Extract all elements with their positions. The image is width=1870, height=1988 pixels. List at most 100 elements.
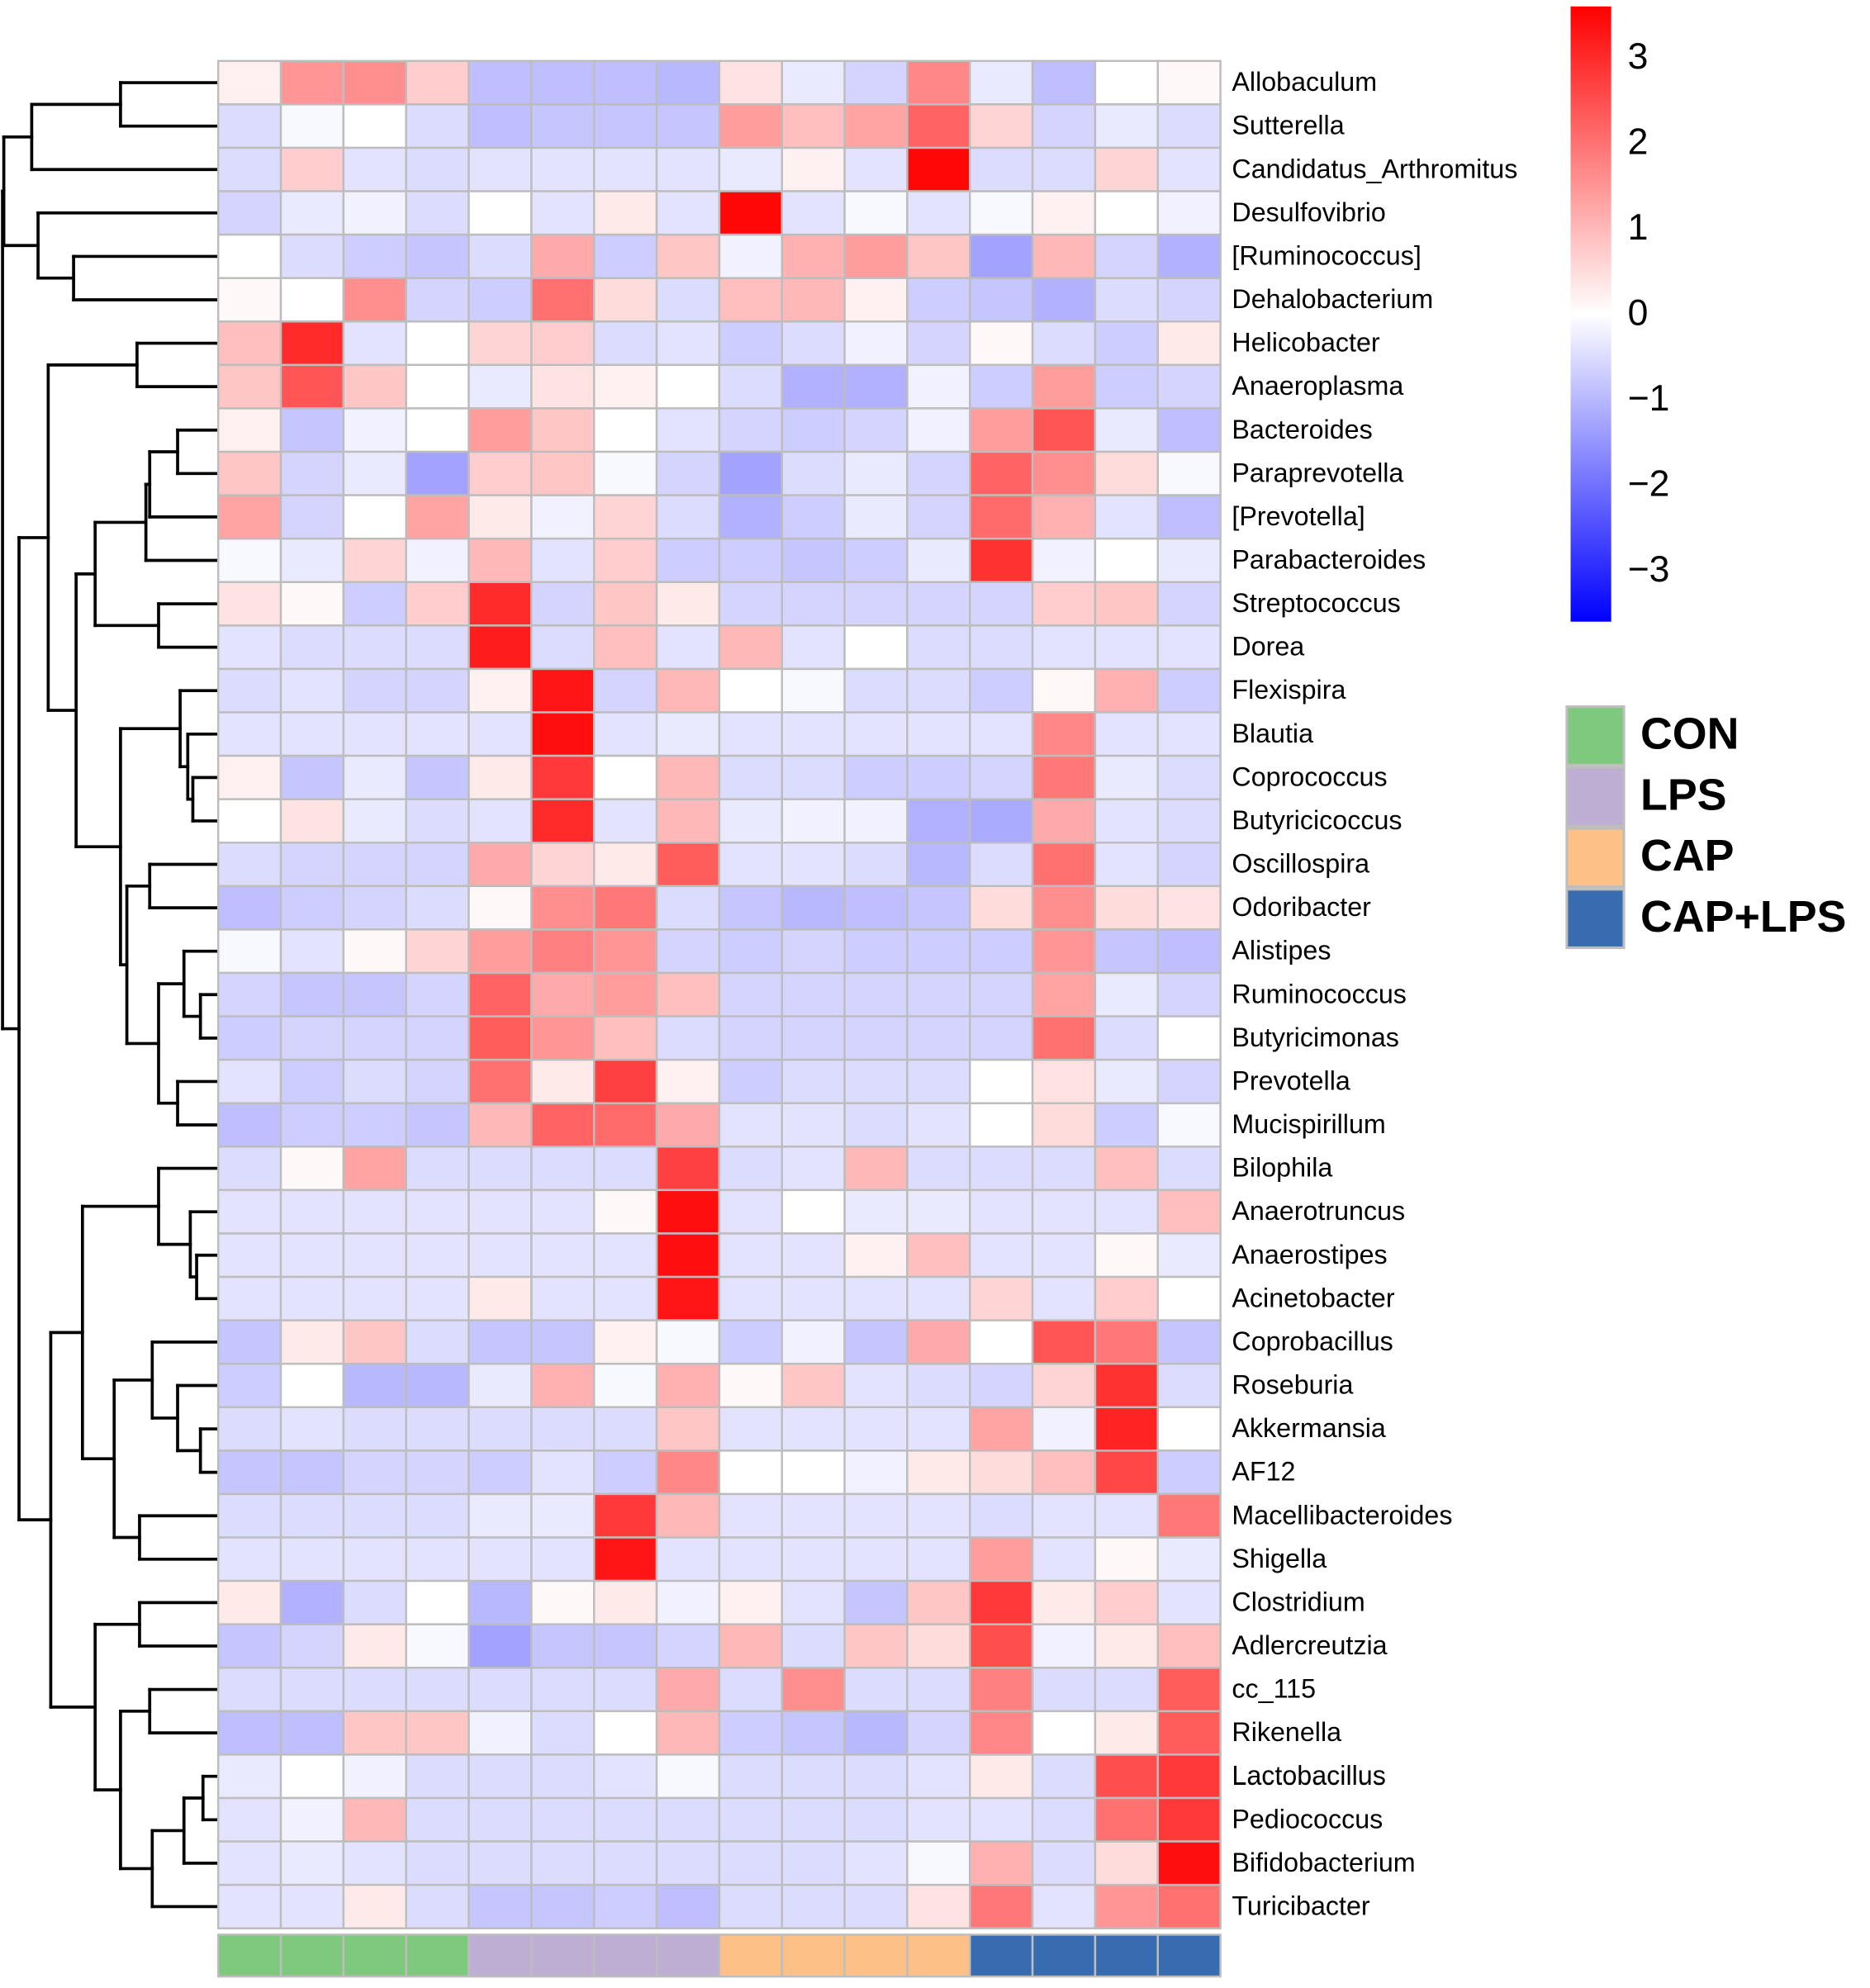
heatmap-cell <box>718 103 783 149</box>
heatmap-cell <box>843 1667 909 1713</box>
heatmap-cell <box>530 1102 596 1148</box>
heatmap-cell <box>530 1623 596 1669</box>
heatmap-cell <box>405 537 470 583</box>
annotation-cell <box>1156 1933 1222 1978</box>
heatmap-cell <box>718 798 783 844</box>
heatmap-cell <box>906 1058 971 1104</box>
heatmap-cell <box>1156 971 1222 1018</box>
heatmap-cell <box>1156 667 1222 714</box>
heatmap-cell <box>781 1492 846 1539</box>
heatmap-cell <box>718 1146 783 1192</box>
heatmap-cell <box>216 842 282 888</box>
row-label: cc_115 <box>1232 1674 1316 1704</box>
annotation-cell <box>592 1933 658 1978</box>
heatmap-cell <box>216 1796 282 1843</box>
heatmap-cell <box>781 971 846 1018</box>
heatmap-cell <box>342 1189 407 1235</box>
heatmap-cell <box>592 407 658 453</box>
heatmap-cell <box>468 1102 533 1148</box>
heatmap-cell <box>906 624 971 671</box>
heatmap-cell <box>1156 1232 1222 1279</box>
heatmap-cell <box>216 407 282 453</box>
row-label: Akkermansia <box>1232 1413 1385 1443</box>
heatmap-cell <box>969 450 1034 496</box>
row-label: Bifidobacterium <box>1232 1848 1415 1877</box>
colorbar-tick-label: 3 <box>1628 36 1649 77</box>
heatmap-cell <box>1094 1189 1159 1235</box>
heatmap-cell <box>405 1536 470 1582</box>
heatmap-cell <box>718 1102 783 1148</box>
heatmap-cell <box>279 1536 345 1582</box>
heatmap-cell <box>843 277 909 323</box>
annotation-cell <box>843 1933 909 1978</box>
heatmap-cell <box>1156 103 1222 149</box>
heatmap-cell <box>1156 1492 1222 1539</box>
row-label: Allobaculum <box>1232 67 1377 97</box>
legend-swatch <box>1565 888 1626 949</box>
heatmap-cell <box>1031 1275 1097 1321</box>
heatmap-cell <box>216 277 282 323</box>
heatmap-cell <box>592 277 658 323</box>
heatmap-cell <box>1094 1319 1159 1365</box>
heatmap-cell <box>216 1232 282 1279</box>
heatmap-cell <box>279 1362 345 1409</box>
heatmap-cell <box>906 1319 971 1365</box>
heatmap-cell <box>405 494 470 540</box>
heatmap-cell <box>906 1536 971 1582</box>
colorbar-tick-label: 2 <box>1628 122 1649 163</box>
heatmap-cell <box>216 798 282 844</box>
heatmap-cell <box>530 1232 596 1279</box>
heatmap-cell <box>718 190 783 236</box>
heatmap-cell <box>468 842 533 888</box>
heatmap-cell <box>718 320 783 367</box>
heatmap-cell <box>1094 667 1159 714</box>
heatmap-cell <box>342 146 407 192</box>
heatmap-cell <box>969 363 1034 410</box>
heatmap-cell <box>718 146 783 192</box>
heatmap-cell <box>216 1406 282 1452</box>
heatmap-cell <box>405 1883 470 1929</box>
heatmap-cell <box>405 624 470 671</box>
heatmap-cell <box>1031 277 1097 323</box>
heatmap-cell <box>1094 1058 1159 1104</box>
heatmap-cell <box>969 1579 1034 1625</box>
heatmap-cell <box>781 233 846 279</box>
heatmap-cell <box>781 1319 846 1365</box>
heatmap-cell <box>1094 233 1159 279</box>
heatmap-cell <box>843 971 909 1018</box>
heatmap-cell <box>781 581 846 627</box>
heatmap-cell <box>1156 1536 1222 1582</box>
heatmap-cell <box>718 277 783 323</box>
row-label: [Ruminococcus] <box>1232 240 1421 270</box>
heatmap-cell <box>781 190 846 236</box>
heatmap-cell <box>1031 190 1097 236</box>
heatmap-cell <box>781 1667 846 1713</box>
heatmap-cell <box>279 1579 345 1625</box>
heatmap-cell <box>969 1058 1034 1104</box>
heatmap-cell <box>1031 581 1097 627</box>
heatmap-cell <box>718 1579 783 1625</box>
heatmap-cell <box>843 842 909 888</box>
heatmap-cell <box>468 407 533 453</box>
heatmap-cell <box>843 928 909 975</box>
heatmap-cell <box>655 1536 721 1582</box>
heatmap-cell <box>906 798 971 844</box>
heatmap-cell <box>1094 1492 1159 1539</box>
heatmap-cell <box>279 1406 345 1452</box>
heatmap-cell <box>843 1883 909 1929</box>
heatmap-cell <box>530 1667 596 1713</box>
heatmap-cell <box>405 1753 470 1800</box>
heatmap-cell <box>781 1146 846 1192</box>
heatmap-cell <box>279 407 345 453</box>
heatmap-cell <box>279 1753 345 1800</box>
heatmap-cell <box>969 1275 1034 1321</box>
heatmap-cell <box>342 1232 407 1279</box>
heatmap-cell <box>279 1710 345 1756</box>
heatmap-cell <box>1156 1579 1222 1625</box>
heatmap-cell <box>781 1058 846 1104</box>
heatmap-cell <box>279 1840 345 1886</box>
heatmap-cell <box>405 363 470 410</box>
annotation-cell <box>1094 1933 1159 1978</box>
heatmap-cell <box>781 1189 846 1235</box>
row-label: Bilophila <box>1232 1153 1332 1183</box>
